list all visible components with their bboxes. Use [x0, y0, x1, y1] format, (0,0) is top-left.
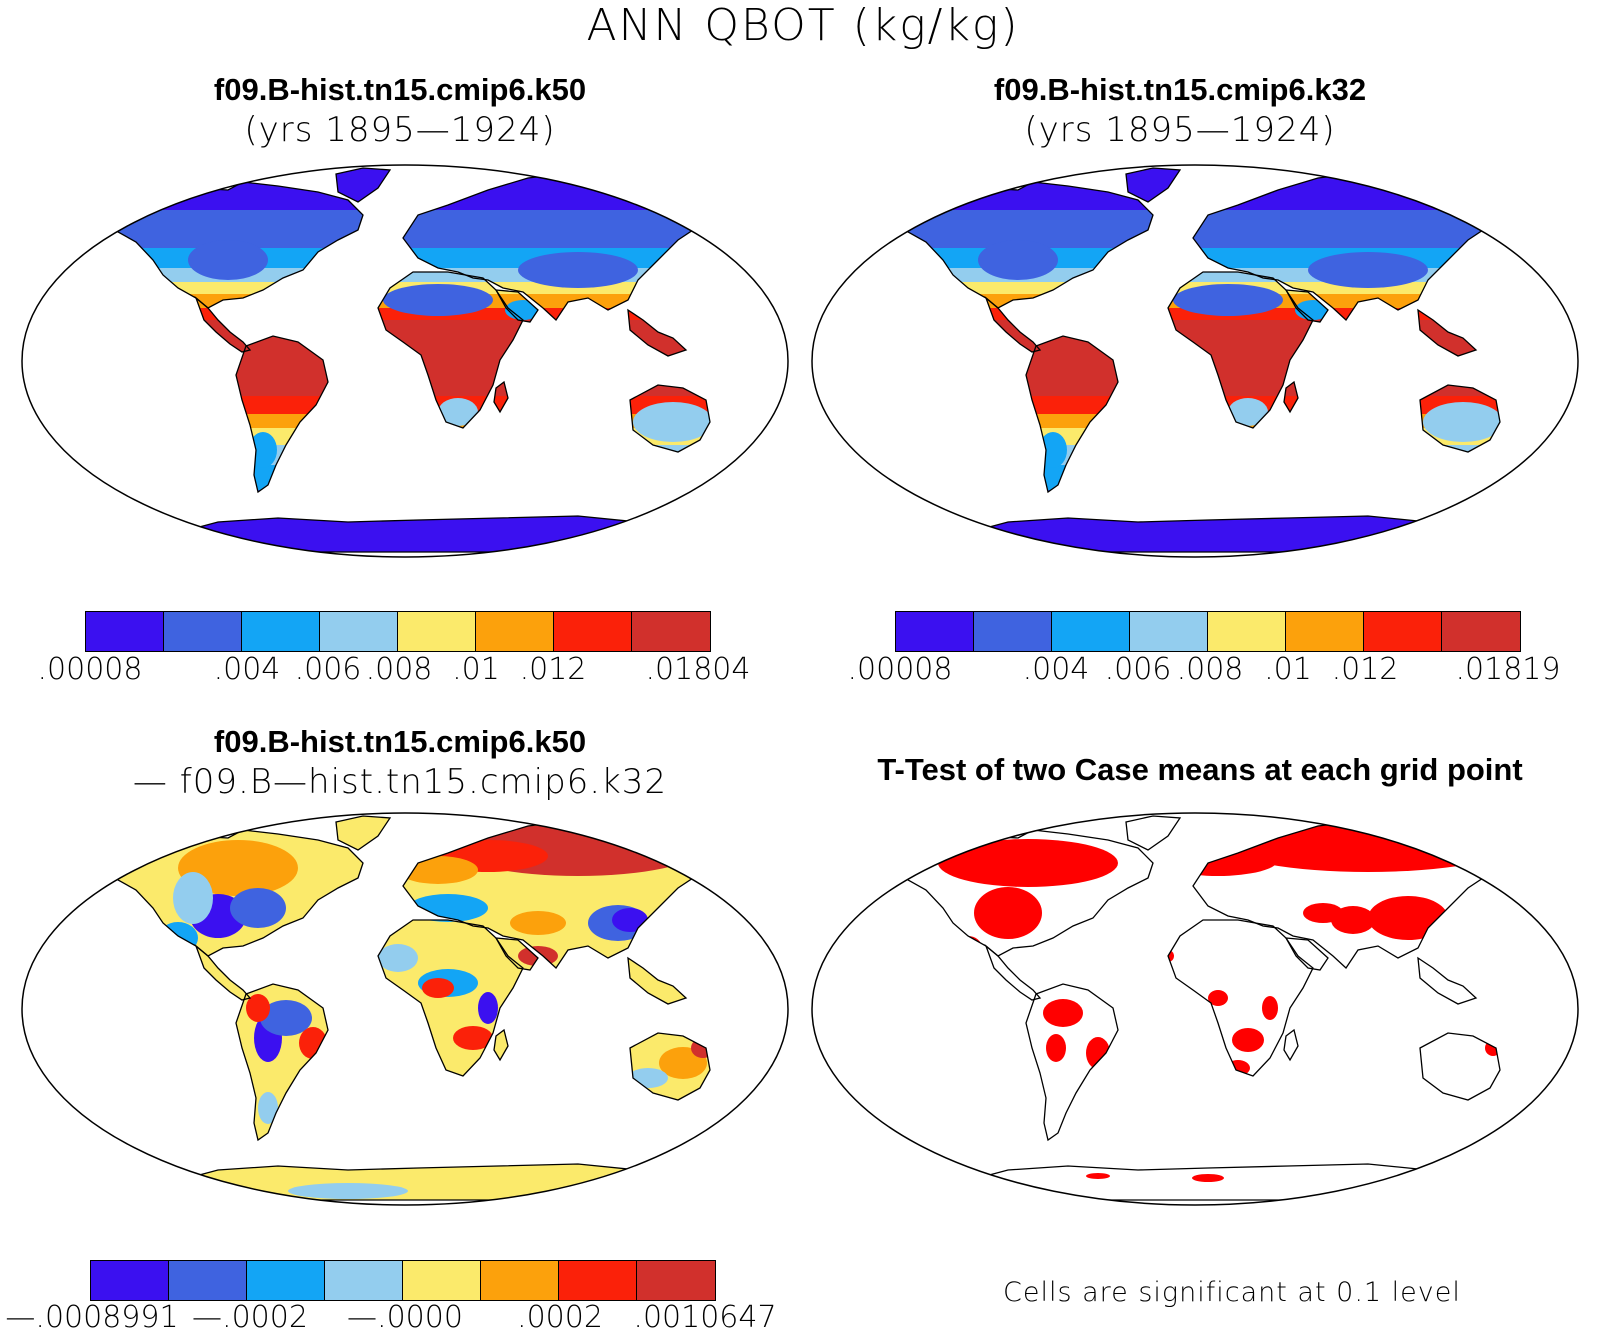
colorbar-tick: .01: [1264, 652, 1312, 687]
colorbar-swatch-5: [398, 612, 476, 651]
panel-ttest-title: T-Test of two Case means at each grid po…: [877, 752, 1523, 787]
colorbar-swatch-6: [1286, 612, 1364, 651]
colorbar-swatch-2: [974, 612, 1052, 651]
colorbar-swatch-2: [169, 1261, 247, 1300]
colorbar-swatch-1: [896, 612, 974, 651]
colorbar-tick: —.0000: [347, 1300, 463, 1335]
colorbar-swatch-3: [247, 1261, 325, 1300]
colorbar-tick: .008: [1176, 652, 1244, 687]
colorbar-tick: —.0008991: [5, 1300, 179, 1335]
colorbar-swatch-8: [1442, 612, 1520, 651]
colorbar-swatch-6: [481, 1261, 559, 1300]
colorbar-swatch-7: [1364, 612, 1442, 651]
colorbar-swatch-5: [403, 1261, 481, 1300]
colorbar-swatch-3: [1052, 612, 1130, 651]
colorbar-tick: .0002: [517, 1300, 603, 1335]
figure-title: ANN QBOT (kg/kg): [586, 0, 1020, 51]
panel-k32-title: f09.B-hist.tn15.cmip6.k32: [993, 72, 1367, 107]
colorbar-swatch-6: [476, 612, 554, 651]
world-map: [21, 164, 789, 558]
colorbar-swatch-8: [637, 1261, 715, 1300]
colorbar-tick: .008: [365, 652, 433, 687]
panel-k32-subtitle: (yrs 1895—1924): [1024, 110, 1336, 150]
colorbar-tick: .006: [1104, 652, 1172, 687]
colorbar-tick: .01804: [645, 652, 751, 687]
colorbar-tick: .00008: [37, 652, 143, 687]
colorbar-swatch-3: [242, 612, 320, 651]
colorbar-swatch-7: [559, 1261, 637, 1300]
colorbar-swatch-1: [91, 1261, 169, 1300]
colorbar-tick: .012: [519, 652, 587, 687]
world-map: [811, 164, 1579, 558]
colorbar-swatch-5: [1208, 612, 1286, 651]
colorbar-diff: [90, 1260, 716, 1301]
colorbar-swatch-4: [1130, 612, 1208, 651]
colorbar-k50: [85, 611, 711, 652]
panel-k50-title: f09.B-hist.tn15.cmip6.k50: [213, 72, 587, 107]
colorbar-tick: .01819: [1455, 652, 1561, 687]
panel-diff-subtitle: — f09.B—hist.tn15.cmip6.k32: [132, 762, 668, 802]
colorbar-tick: .004: [1022, 652, 1090, 687]
world-map: [21, 812, 789, 1206]
world-map: [811, 812, 1579, 1206]
map-diff: [18, 808, 792, 1210]
colorbar-tick: .004: [213, 652, 281, 687]
colorbar-tick: .012: [1331, 652, 1399, 687]
colorbar-swatch-7: [554, 612, 632, 651]
colorbar-swatch-4: [320, 612, 398, 651]
colorbar-tick: .01: [452, 652, 500, 687]
colorbar-swatch-8: [632, 612, 710, 651]
map-ttest: [808, 808, 1582, 1210]
panel-k50-subtitle: (yrs 1895—1924): [244, 110, 556, 150]
colorbar-k32: [895, 611, 1521, 652]
colorbar-swatch-4: [325, 1261, 403, 1300]
colorbar-tick: .00008: [847, 652, 953, 687]
colorbar-swatch-2: [164, 612, 242, 651]
colorbar-tick: .006: [294, 652, 362, 687]
colorbar-tick: .0010647: [633, 1300, 777, 1335]
significance-note: Cells are significant at 0.1 level: [1003, 1277, 1461, 1308]
map-k50: [18, 160, 792, 562]
panel-diff-title: f09.B-hist.tn15.cmip6.k50: [213, 724, 587, 759]
colorbar-tick: —.0002: [192, 1300, 308, 1335]
map-k32: [808, 160, 1582, 562]
colorbar-swatch-1: [86, 612, 164, 651]
